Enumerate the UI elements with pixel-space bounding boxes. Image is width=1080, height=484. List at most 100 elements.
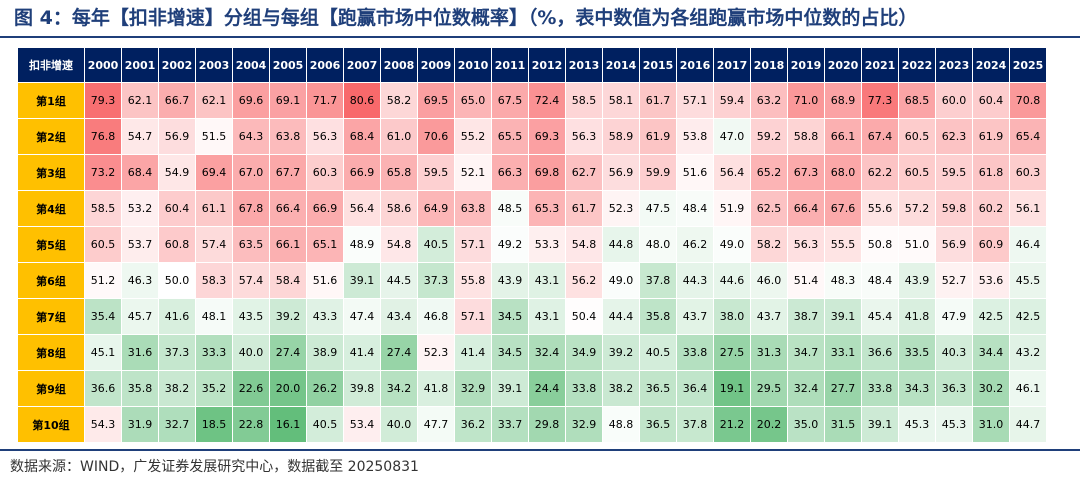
column-header-2013: 2013 (565, 47, 603, 83)
column-header-2001: 2001 (121, 47, 159, 83)
heatmap-cell: 62.2 (861, 154, 899, 191)
heatmap-cell: 65.4 (1009, 118, 1047, 155)
heatmap-cell: 66.9 (306, 190, 344, 227)
row-header: 第6组 (17, 262, 85, 299)
row-header: 第5组 (17, 226, 85, 263)
heatmap-cell: 43.7 (750, 298, 788, 335)
table-row: 第9组 36.6 35.8 38.2 35.2 22.6 20.0 26.2 39.8 34.2 4… (17, 370, 1047, 407)
column-header-2008: 2008 (380, 47, 418, 83)
heatmap-cell: 58.3 (195, 262, 233, 299)
heatmap-cell: 16.1 (269, 406, 307, 443)
heatmap-cell: 51.5 (195, 118, 233, 155)
heatmap-cell: 61.9 (639, 118, 677, 155)
heatmap-cell: 20.0 (269, 370, 307, 407)
heatmap-cell: 58.8 (787, 118, 825, 155)
heatmap-cell: 55.8 (454, 262, 492, 299)
heatmap-cell: 48.0 (639, 226, 677, 263)
heatmap-cell: 59.2 (750, 118, 788, 155)
heatmap-cell: 54.8 (380, 226, 418, 263)
source-note: 数据来源：WIND，广发证券发展研究中心，数据截至 20250831 (10, 459, 419, 475)
heatmap-cell: 44.8 (602, 226, 640, 263)
heatmap-cell: 41.4 (454, 334, 492, 371)
heatmap-cell: 62.5 (750, 190, 788, 227)
heatmap-cell: 32.4 (528, 334, 566, 371)
row-header: 第9组 (17, 370, 85, 407)
heatmap-cell: 27.4 (380, 334, 418, 371)
heatmap-cell: 36.2 (454, 406, 492, 443)
heatmap-cell: 40.0 (380, 406, 418, 443)
heatmap-cell: 39.1 (824, 298, 862, 335)
heatmap-cell: 45.3 (898, 406, 936, 443)
heatmap-cell: 69.5 (417, 82, 455, 119)
heatmap-cell: 52.7 (935, 262, 973, 299)
heatmap-cell: 60.5 (84, 226, 122, 263)
heatmap-cell: 65.2 (750, 154, 788, 191)
heatmap-cell: 67.8 (232, 190, 270, 227)
heatmap-cell: 37.8 (639, 262, 677, 299)
heatmap-cell: 67.6 (824, 190, 862, 227)
heatmap-cell: 58.9 (602, 118, 640, 155)
heatmap-cell: 61.9 (972, 118, 1010, 155)
heatmap-cell: 59.5 (935, 154, 973, 191)
heatmap-cell: 73.2 (84, 154, 122, 191)
heatmap-cell: 71.0 (787, 82, 825, 119)
heatmap-cell: 48.5 (491, 190, 529, 227)
heatmap-cell: 38.7 (787, 298, 825, 335)
heatmap-cell: 60.4 (158, 190, 196, 227)
heatmap-cell: 31.0 (972, 406, 1010, 443)
heatmap-cell: 53.4 (343, 406, 381, 443)
heatmap-cell: 65.1 (306, 226, 344, 263)
table-row: 第1组 79.3 62.1 66.7 62.1 69.6 69.1 71.7 80.6 58.2 6… (17, 82, 1047, 119)
heatmap-cell: 56.9 (935, 226, 973, 263)
heatmap-cell: 44.3 (676, 262, 714, 299)
heatmap-cell: 41.6 (158, 298, 196, 335)
heatmap-cell: 32.9 (565, 406, 603, 443)
heatmap-cell: 69.8 (528, 154, 566, 191)
heatmap-cell: 22.8 (232, 406, 270, 443)
heatmap-cell: 49.0 (713, 226, 751, 263)
heatmap-cell: 58.2 (380, 82, 418, 119)
heatmap-cell: 56.3 (565, 118, 603, 155)
heatmap-cell: 33.8 (676, 334, 714, 371)
heatmap-cell: 47.5 (639, 190, 677, 227)
row-header: 第1组 (17, 82, 85, 119)
heatmap-cell: 51.6 (676, 154, 714, 191)
heatmap-cell: 47.4 (343, 298, 381, 335)
heatmap-cell: 22.6 (232, 370, 270, 407)
heatmap-cell: 66.1 (269, 226, 307, 263)
table-row: 第3组 73.2 68.4 54.9 69.4 67.0 67.7 60.3 66.9 65.8 5… (17, 154, 1047, 191)
heatmap-cell: 48.8 (602, 406, 640, 443)
heatmap-cell: 39.1 (491, 370, 529, 407)
heatmap-cell: 53.2 (121, 190, 159, 227)
heatmap-cell: 52.1 (454, 154, 492, 191)
heatmap-cell: 57.1 (454, 298, 492, 335)
heatmap-cell: 33.1 (824, 334, 862, 371)
heatmap-cell: 67.7 (269, 154, 307, 191)
heatmap-cell: 42.5 (1009, 298, 1047, 335)
heatmap-cell: 61.8 (972, 154, 1010, 191)
heatmap-cell: 56.4 (713, 154, 751, 191)
column-header-2002: 2002 (158, 47, 196, 83)
heatmap-cell: 55.6 (861, 190, 899, 227)
heatmap-cell: 50.8 (861, 226, 899, 263)
table-row: 第5组 60.5 53.7 60.8 57.4 63.5 66.1 65.1 48.9 54.8 4… (17, 226, 1047, 263)
chart-title: 图 4：每年【扣非增速】分组与每组【跑赢市场中位数概率】（%，表中数值为各组跑赢… (14, 7, 918, 29)
heatmap-cell: 34.5 (491, 334, 529, 371)
heatmap-cell: 62.3 (935, 118, 973, 155)
heatmap-cell: 59.5 (417, 154, 455, 191)
heatmap-cell: 66.1 (824, 118, 862, 155)
heatmap-cell: 56.2 (565, 262, 603, 299)
header-row: 扣非增速 2000 2001 2002 2003 2004 2005 2006 2007 200… (17, 47, 1047, 83)
heatmap-cell: 39.1 (861, 406, 899, 443)
heatmap-cell: 63.2 (750, 82, 788, 119)
heatmap-cell: 65.8 (380, 154, 418, 191)
heatmap-cell: 62.1 (195, 82, 233, 119)
heatmap-cell: 35.4 (84, 298, 122, 335)
heatmap-cell: 45.5 (1009, 262, 1047, 299)
source-rule (0, 449, 1080, 451)
column-header-2014: 2014 (602, 47, 640, 83)
heatmap-cell: 56.4 (343, 190, 381, 227)
heatmap-cell: 49.0 (602, 262, 640, 299)
heatmap-cell: 58.4 (269, 262, 307, 299)
heatmap-cell: 34.4 (972, 334, 1010, 371)
